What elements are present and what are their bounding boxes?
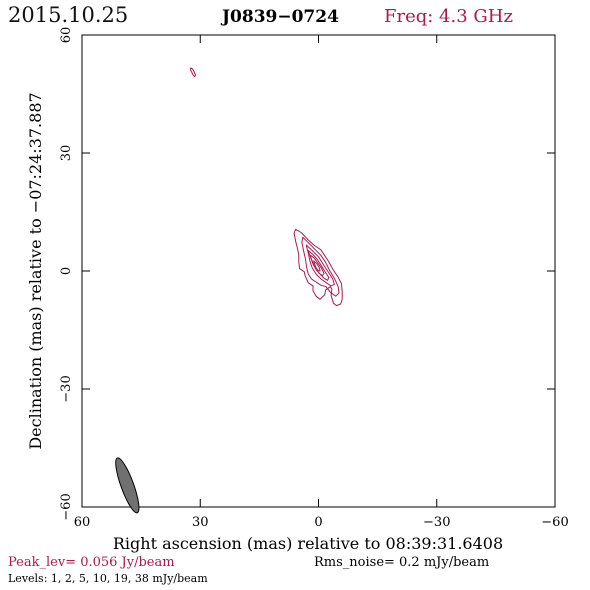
contour-level-5: [305, 244, 335, 287]
rms-noise-label: Rms_noise= 0.2 mJy/beam: [314, 555, 489, 570]
frequency-label: Freq: 4.3 GHz: [384, 6, 513, 27]
y-tick-label: 0: [59, 267, 74, 275]
x-axis-ticks: [81, 35, 556, 507]
x-axis-tick-labels: 60 30 0 −30 −60: [74, 515, 569, 530]
source-name: J0839−0724: [220, 7, 339, 27]
peak-level-label: Peak_lev= 0.056 Jy/beam: [8, 555, 175, 570]
observation-date: 2015.10.25: [8, 3, 128, 27]
y-axis-ticks: [82, 34, 555, 508]
contour-level-1: [189, 67, 196, 78]
x-tick-label: 60: [74, 515, 91, 530]
beam-shape: [115, 457, 140, 514]
x-tick-label: −60: [541, 515, 568, 530]
x-tick-label: 30: [192, 515, 209, 530]
y-tick-label: −60: [59, 493, 74, 520]
x-tick-label: −30: [423, 515, 450, 530]
contour-level-1: [293, 228, 343, 307]
beam-ellipse: [115, 457, 140, 514]
contour-level-2: [301, 236, 340, 297]
contour-level-19: [310, 254, 325, 277]
y-axis-label: Declination (mas) relative to −07:24:37.…: [26, 92, 45, 449]
y-tick-label: −30: [59, 375, 74, 402]
contour-lines: [189, 67, 343, 307]
contour-levels-label: Levels: 1, 2, 5, 10, 19, 38 mJy/beam: [8, 572, 208, 585]
y-tick-label: 60: [59, 27, 74, 44]
x-tick-label: 0: [314, 515, 322, 530]
y-axis-tick-labels: −60 −30 0 30 60: [59, 27, 74, 521]
x-axis-label: Right ascension (mas) relative to 08:39:…: [113, 534, 503, 553]
contour-level-38: [313, 260, 321, 272]
y-tick-label: 30: [59, 145, 74, 162]
